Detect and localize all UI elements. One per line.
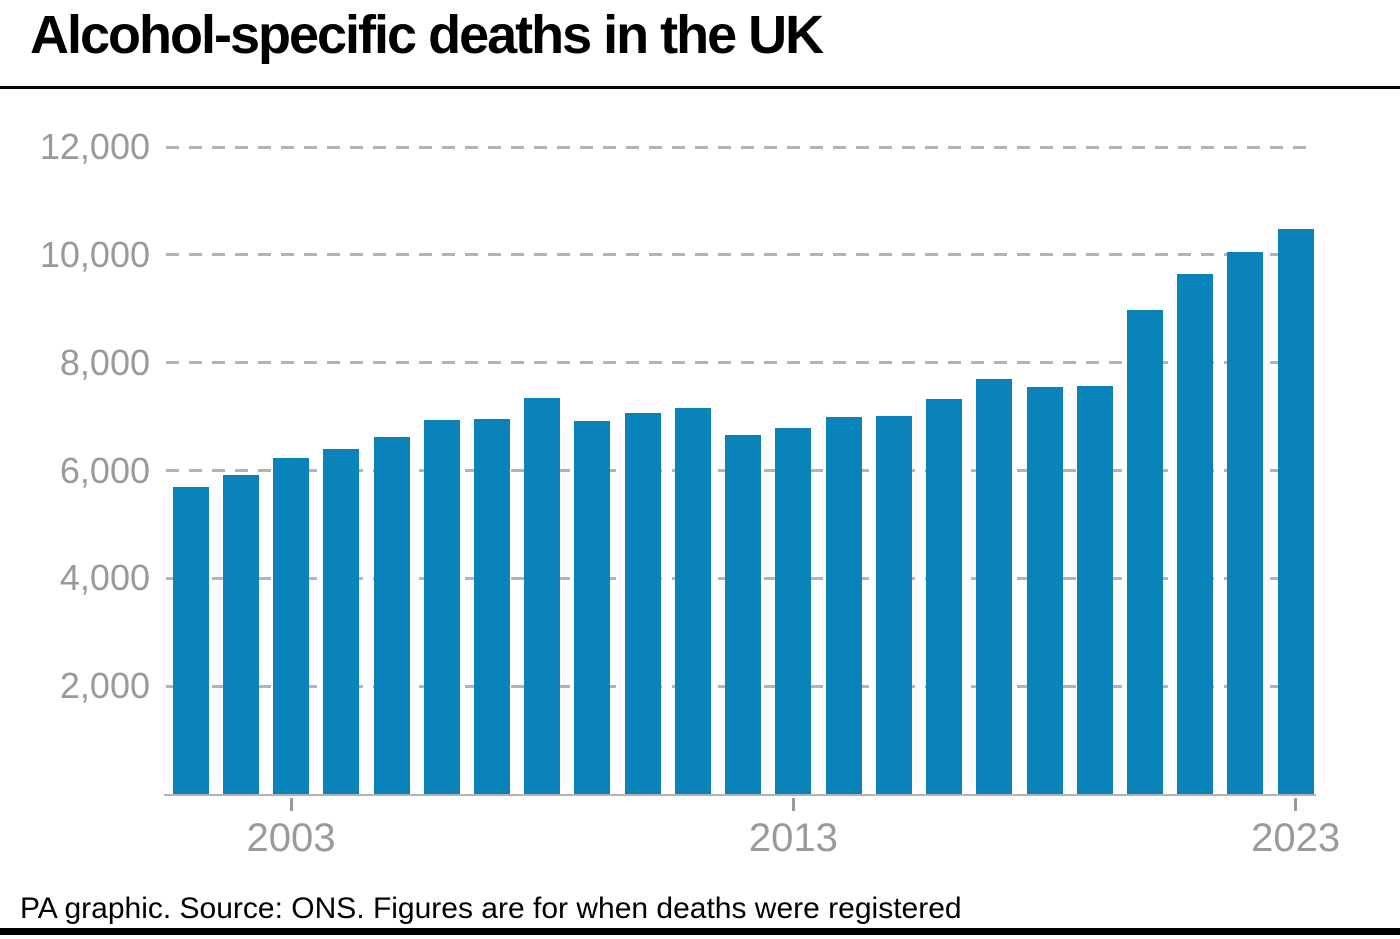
y-axis-label-10000: 10,000	[39, 233, 150, 275]
bar-2010	[624, 412, 661, 794]
x-axis-label-2003: 2003	[246, 816, 336, 860]
bar-2002	[222, 475, 259, 794]
gridline-8000	[166, 361, 1316, 365]
bar-2022	[1227, 252, 1264, 794]
y-axis-label-2000: 2,000	[59, 665, 150, 707]
x-axis-baseline	[164, 794, 1316, 796]
bar-2008	[524, 398, 561, 794]
bar-2015	[875, 416, 912, 794]
source-credit: PA graphic. Source: ONS. Figures are for…	[20, 892, 962, 925]
bar-2012	[725, 435, 762, 794]
bar-2023	[1277, 229, 1314, 794]
bar-2018	[1026, 386, 1063, 794]
y-axis-label-4000: 4,000	[59, 557, 150, 599]
gridline-10000	[166, 253, 1316, 257]
bar-2006	[423, 419, 460, 794]
title-divider-rule	[0, 86, 1400, 89]
bar-2019	[1076, 386, 1113, 794]
bottom-rule	[0, 928, 1400, 935]
x-tick-2003	[289, 798, 293, 811]
bar-2009	[574, 421, 611, 794]
y-axis-label-6000: 6,000	[59, 449, 150, 491]
bar-2021	[1177, 274, 1214, 794]
y-axis-label-12000: 12,000	[39, 126, 150, 168]
bar-2016	[926, 398, 963, 794]
chart-title: Alcohol-specific deaths in the UK	[30, 5, 824, 65]
x-axis-label-2013: 2013	[748, 816, 838, 860]
bar-2017	[976, 378, 1013, 794]
x-tick-2023	[1294, 798, 1298, 811]
bar-2004	[323, 449, 360, 794]
gridline-12000	[166, 145, 1316, 149]
bar-2005	[373, 437, 410, 794]
bar-2014	[825, 416, 862, 794]
y-axis-label-8000: 8,000	[59, 341, 150, 383]
bar-2007	[473, 419, 510, 794]
bar-2011	[674, 407, 711, 794]
bar-2003	[273, 457, 310, 794]
x-axis-label-2023: 2023	[1251, 816, 1341, 860]
x-tick-2013	[791, 798, 795, 811]
bar-2013	[775, 427, 812, 794]
bar-2020	[1126, 310, 1163, 794]
bar-2001	[172, 487, 209, 794]
